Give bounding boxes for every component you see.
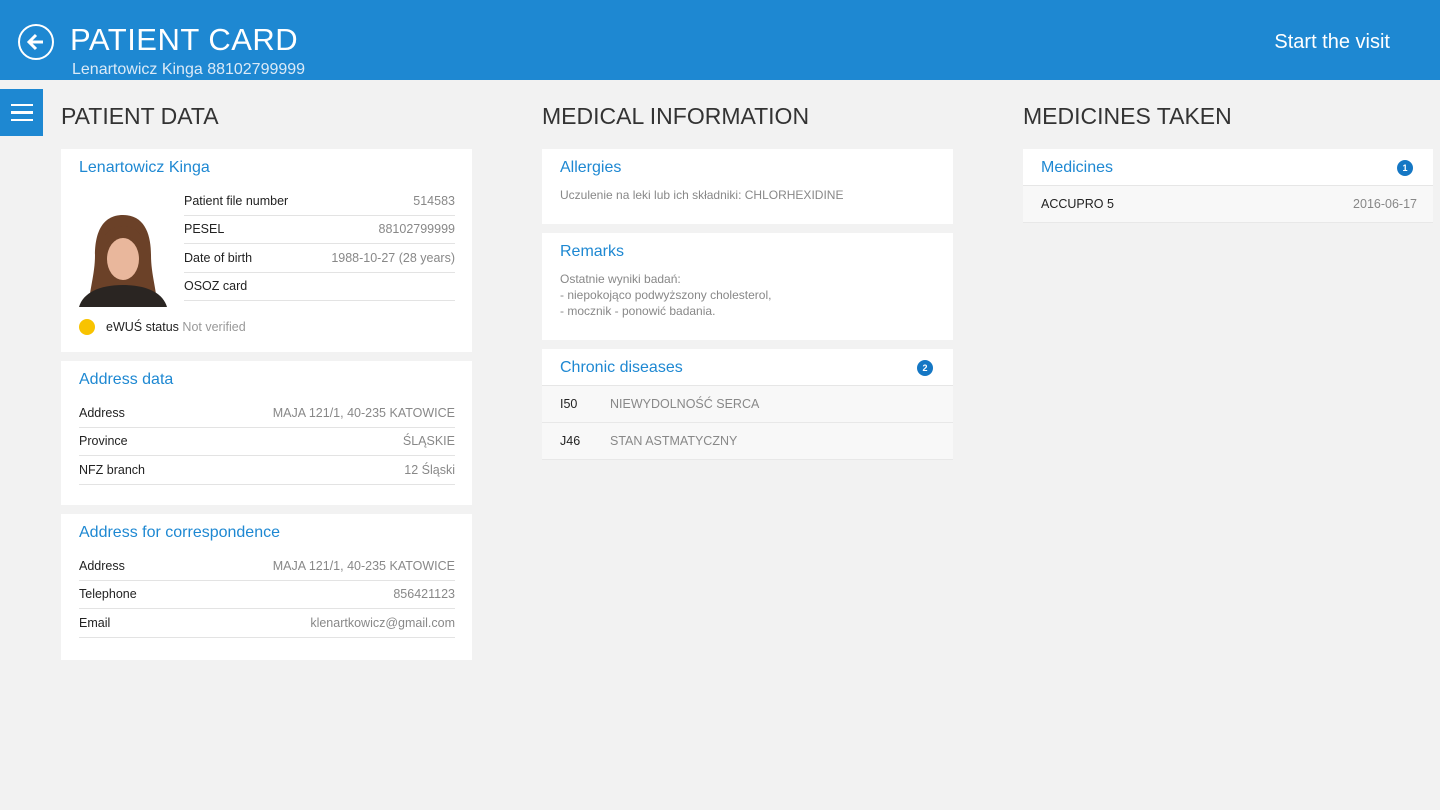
start-visit-button[interactable]: Start the visit xyxy=(1274,31,1390,53)
count-badge: 1 xyxy=(1397,160,1413,176)
chronic-diseases-card: Chronic diseases 2 I50 NIEWYDOLNOŚĆ SERCA … xyxy=(542,349,953,460)
remarks-line: - mocznik - ponowić badania. xyxy=(560,304,716,318)
page-subtitle: Lenartowicz Kinga 88102799999 xyxy=(72,61,306,78)
list-item[interactable]: I50 NIEWYDOLNOŚĆ SERCA xyxy=(542,386,953,423)
medicines-header[interactable]: Medicines 1 xyxy=(1023,149,1433,186)
correspondence-card: Address for correspondence Address MAJA 1… xyxy=(61,514,472,660)
patient-name: Lenartowicz Kinga xyxy=(79,159,210,176)
hamburger-menu-icon[interactable] xyxy=(0,89,43,136)
remarks-title: Remarks xyxy=(560,243,625,260)
remarks-card[interactable]: Remarks Ostatnie wyniki badań: - niepoko… xyxy=(542,233,953,340)
medicines-column: MEDICINES TAKEN Medicines 1 ACCUPRO 5 2016… xyxy=(1023,100,1433,223)
address-title: Address data xyxy=(79,371,174,388)
table-row: Address MAJA 121/1, 40-235 KATOWICE xyxy=(79,552,455,581)
allergies-card[interactable]: Allergies Uczulenie na leki lub ich skła… xyxy=(542,149,953,224)
medical-heading: MEDICAL INFORMATION xyxy=(542,103,810,129)
ewus-status: eWUŚ status Not verified xyxy=(79,319,455,335)
list-item[interactable]: J46 STAN ASTMATYCZNY xyxy=(542,423,953,460)
correspondence-title: Address for correspondence xyxy=(79,524,280,541)
table-row: Patient file number 514583 xyxy=(184,187,455,216)
table-row: Email klenartkowicz@gmail.com xyxy=(79,609,455,638)
patient-details-table: Patient file number 514583 PESEL 881027999… xyxy=(184,187,455,307)
address-card: Address data Address MAJA 121/1, 40-235 K… xyxy=(61,361,472,505)
patient-photo xyxy=(79,207,167,307)
table-row: Address MAJA 121/1, 40-235 KATOWICE xyxy=(79,399,455,428)
table-row: Telephone 856421123 xyxy=(79,581,455,609)
status-dot-icon xyxy=(79,319,95,335)
remarks-line: Ostatnie wyniki badań: xyxy=(560,272,681,286)
patient-card: Lenartowicz Kinga Patient file number 514… xyxy=(61,149,472,352)
patient-data-column: PATIENT DATA Lenartowicz Kinga Patient f… xyxy=(61,100,472,669)
patient-data-heading: PATIENT DATA xyxy=(61,103,219,129)
table-row: PESEL 88102799999 xyxy=(184,216,455,244)
medical-info-column: MEDICAL INFORMATION Allergies Uczulenie … xyxy=(542,100,953,460)
remarks-line: - niepokojąco podwyższony cholesterol, xyxy=(560,288,772,302)
chronic-diseases-header[interactable]: Chronic diseases 2 xyxy=(542,349,953,386)
page-title: PATIENT CARD xyxy=(70,22,299,57)
back-button[interactable] xyxy=(18,24,54,60)
list-item[interactable]: ACCUPRO 5 2016-06-17 xyxy=(1023,186,1433,223)
allergies-text: Uczulenie na leki lub ich składniki: CHL… xyxy=(560,188,844,202)
table-row: NFZ branch 12 Śląski xyxy=(79,456,455,485)
app-header: PATIENT CARD Lenartowicz Kinga 881027999… xyxy=(0,0,1440,80)
arrow-left-icon xyxy=(26,33,43,51)
table-row: Province ŚLĄSKIE xyxy=(79,428,455,456)
allergies-title: Allergies xyxy=(560,159,622,176)
medicines-heading: MEDICINES TAKEN xyxy=(1023,103,1232,129)
table-row: Date of birth 1988-10-27 (28 years) xyxy=(184,244,455,273)
count-badge: 2 xyxy=(917,360,933,376)
table-row: OSOZ card xyxy=(184,273,455,301)
